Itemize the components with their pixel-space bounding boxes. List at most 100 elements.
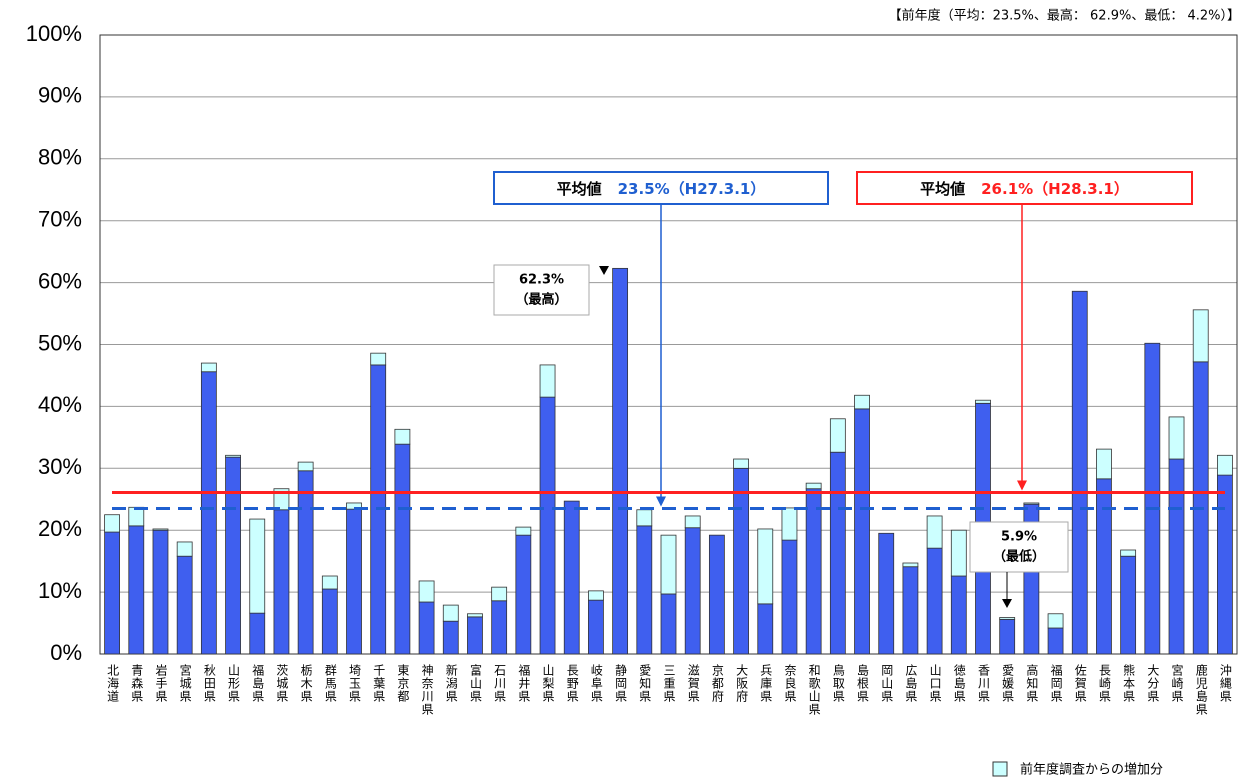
x-tick-label: 鳥取県 bbox=[831, 663, 845, 703]
y-tick-label: 40% bbox=[38, 392, 82, 417]
y-tick-label: 100% bbox=[26, 21, 82, 46]
x-tick-label: 滋賀県 bbox=[686, 664, 700, 703]
x-tick-label: 高知県 bbox=[1025, 663, 1039, 703]
bar-segment bbox=[805, 488, 822, 655]
bar-segment bbox=[660, 534, 677, 595]
x-tick-label: 宮城県 bbox=[178, 663, 192, 703]
bar-segment bbox=[176, 555, 193, 655]
y-tick-label: 20% bbox=[38, 516, 82, 541]
bar-segment bbox=[1168, 416, 1185, 460]
y-tick-label: 90% bbox=[38, 83, 82, 108]
bar-segment bbox=[636, 509, 653, 527]
bar-segment bbox=[733, 467, 749, 655]
bar-segment bbox=[1096, 478, 1112, 655]
bar-segment bbox=[249, 612, 266, 655]
bar-segment bbox=[442, 604, 459, 622]
bar-segment bbox=[1217, 454, 1233, 476]
bar-segment bbox=[225, 454, 241, 458]
bar-segment bbox=[708, 534, 725, 655]
x-tick-label: 沖縄県 bbox=[1218, 664, 1232, 703]
bar-segment bbox=[491, 600, 508, 655]
bar-segment bbox=[128, 506, 145, 527]
x-tick-label: 鹿児島県 bbox=[1194, 663, 1208, 716]
x-tick-label: 兵庫県 bbox=[759, 664, 773, 703]
bar-segment bbox=[297, 470, 314, 655]
x-tick-label: 大阪府 bbox=[735, 664, 749, 703]
x-tick-label: 広島県 bbox=[904, 664, 918, 703]
bar-segment bbox=[660, 593, 677, 655]
bar-segment bbox=[902, 566, 919, 655]
bar-segment bbox=[975, 399, 991, 404]
bar-segment bbox=[854, 408, 870, 655]
x-tick-label: 茨城県 bbox=[275, 664, 289, 703]
y-tick-label: 80% bbox=[38, 145, 82, 170]
bar-segment bbox=[1096, 448, 1112, 480]
bar-segment bbox=[684, 527, 701, 655]
x-tick-label: 大分県 bbox=[1146, 664, 1160, 703]
bar-segment bbox=[588, 599, 604, 655]
x-tick-label: 秋田県 bbox=[202, 664, 216, 703]
bar-segment bbox=[950, 575, 967, 655]
x-tick-label: 香川県 bbox=[976, 664, 990, 703]
callout-text: 62.3% bbox=[519, 273, 564, 288]
bar-segment bbox=[467, 616, 483, 655]
bar-segment bbox=[563, 500, 580, 655]
reference-label: 平均値 23.5%（H27.3.1） bbox=[557, 180, 766, 198]
callout-arrow bbox=[599, 266, 609, 275]
bar-segment bbox=[878, 532, 895, 655]
bar-segment bbox=[515, 534, 532, 655]
bar-segment bbox=[829, 418, 846, 453]
x-tick-label: 福島県 bbox=[251, 663, 265, 703]
x-tick-label: 愛媛県 bbox=[1001, 664, 1015, 703]
x-tick-label: 東京都 bbox=[396, 664, 410, 703]
bar-segment bbox=[805, 482, 822, 490]
x-tick-label: 山形県 bbox=[227, 664, 241, 703]
bar-segment bbox=[394, 428, 411, 445]
bar-segment bbox=[321, 575, 338, 590]
bar-segment bbox=[684, 515, 701, 529]
legend-label: 前年度調査からの増加分 bbox=[1020, 762, 1163, 778]
x-tick-label: 長野県 bbox=[565, 664, 579, 703]
bar-segment bbox=[394, 443, 411, 655]
bar-segment bbox=[225, 456, 241, 655]
bar-segment bbox=[926, 515, 943, 549]
bar-segment bbox=[152, 529, 169, 655]
x-tick-label: 島根県 bbox=[856, 663, 870, 703]
bar-segment bbox=[1023, 502, 1040, 505]
x-tick-label: 宮崎県 bbox=[1170, 663, 1184, 703]
x-tick-label: 山口県 bbox=[928, 664, 942, 703]
callout-box bbox=[493, 264, 590, 316]
x-tick-label: 北海道 bbox=[106, 664, 120, 703]
bar-segment bbox=[1192, 309, 1209, 363]
bar-segment bbox=[1120, 549, 1137, 557]
bar-segment bbox=[104, 531, 120, 655]
bar-segment bbox=[588, 590, 604, 601]
x-tick-label: 神奈川県 bbox=[420, 664, 434, 716]
x-tick-label: 静岡県 bbox=[614, 664, 628, 703]
x-tick-label: 栃木県 bbox=[299, 664, 313, 703]
bar-segment bbox=[321, 588, 338, 655]
arrow-head bbox=[656, 496, 666, 507]
bar-segment bbox=[1144, 342, 1161, 655]
bar-segment bbox=[370, 352, 387, 366]
reference-name: 平均値 bbox=[920, 180, 965, 198]
reference-name: 平均値 bbox=[557, 180, 602, 198]
callout-box bbox=[969, 521, 1069, 573]
x-tick-label: 青森県 bbox=[130, 664, 144, 703]
bar-segment bbox=[854, 394, 870, 410]
bar-segment bbox=[418, 580, 435, 603]
y-tick-label: 70% bbox=[38, 207, 82, 232]
bar-segment bbox=[418, 601, 435, 655]
bar-segment bbox=[249, 518, 266, 614]
x-tick-label: 福井県 bbox=[517, 663, 531, 703]
y-tick-label: 60% bbox=[38, 268, 82, 293]
x-tick-label: 佐賀県 bbox=[1073, 664, 1087, 703]
bar-segment bbox=[757, 603, 774, 655]
y-tick-label: 10% bbox=[38, 578, 82, 603]
bar-segment bbox=[539, 364, 556, 398]
bar-segment bbox=[273, 509, 290, 655]
bar-segment bbox=[539, 396, 556, 655]
note: 【前年度（平均：23.5%、最高： 62.9%、最低： 4.2%）】 bbox=[889, 8, 1240, 24]
x-tick-label: 石川県 bbox=[493, 664, 507, 703]
